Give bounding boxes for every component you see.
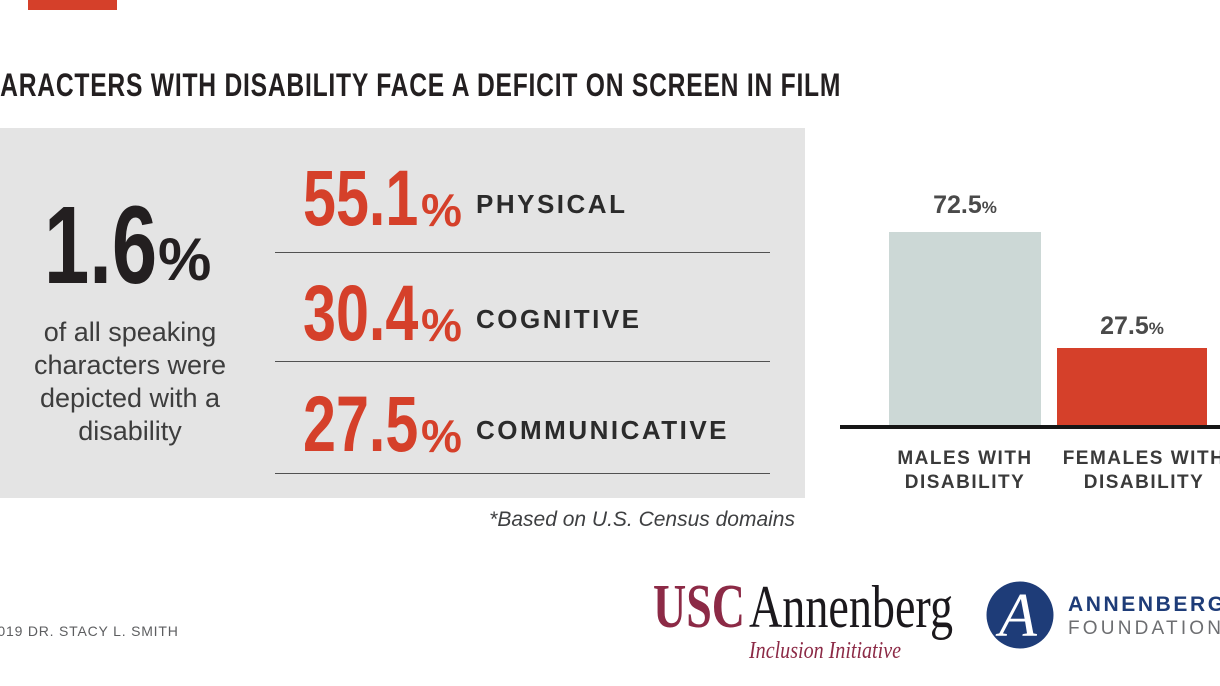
stat-value: 27.5 — [303, 379, 419, 468]
stat-row-communicative: 27.5 % COMMUNICATIVE — [0, 384, 805, 466]
stat-unit: % — [421, 299, 462, 351]
footnote: *Based on U.S. Census domains — [489, 508, 795, 531]
divider — [275, 252, 770, 253]
bar-value-unit: % — [981, 198, 997, 217]
copyright-text: © 2019 DR. STACY L. SMITH — [0, 623, 179, 639]
annenberg-wordmark: Annenberg — [749, 578, 953, 640]
stat-row-cognitive: 30.4 % COGNITIVE — [0, 273, 805, 355]
foundation-name-line1: ANNENBERG — [1068, 593, 1220, 616]
accent-bar — [28, 0, 117, 10]
bar-label-line: MALES WITH — [897, 448, 1033, 469]
page-title: CHARACTERS WITH DISABILITY FACE A DEFICI… — [0, 67, 842, 103]
headline-line: disability — [78, 416, 182, 446]
stats-panel: 1.6 % of all speaking characters were de… — [0, 128, 805, 498]
bar-value-number: 27.5 — [1100, 312, 1149, 340]
headline-line: of all speaking — [43, 317, 217, 347]
monogram-letter: A — [995, 582, 1038, 650]
stat-value: 55.1 — [303, 153, 419, 242]
bar-males-with-disability — [889, 232, 1041, 425]
bar-label-line: FEMALES WITH — [1062, 448, 1220, 469]
bar-value-males: 72.5% — [889, 193, 1041, 218]
bar-label-females: FEMALES WITH DISABILITY — [1049, 447, 1220, 495]
headline-line: depicted with a — [39, 383, 221, 413]
headline-stat-unit: % — [158, 226, 212, 293]
inclusion-initiative-label: Inclusion Initiative — [748, 638, 901, 664]
headline-stat-value: 1.6 — [44, 184, 158, 307]
bar-label-males: MALES WITH DISABILITY — [889, 447, 1041, 495]
stat-label: COGNITIVE — [476, 304, 642, 334]
stat-value: 30.4 — [303, 268, 419, 357]
stat-row-physical: 55.1 % PHYSICAL — [0, 158, 805, 240]
annenberg-foundation-monogram-icon: A — [986, 581, 1054, 650]
bar-label-line: DISABILITY — [904, 472, 1026, 493]
bar-value-females: 27.5% — [1057, 314, 1207, 339]
bar-value-number: 72.5 — [933, 191, 982, 219]
usc-annenberg-logo: USC Annenberg Inclusion Initiative — [653, 578, 953, 664]
stat-label: COMMUNICATIVE — [476, 415, 730, 445]
bar-value-unit: % — [1148, 319, 1164, 338]
monogram-circle — [986, 581, 1054, 649]
bar-females-with-disability — [1057, 348, 1207, 425]
headline-stat-description: of all speaking characters were depicted… — [0, 316, 260, 448]
stat-unit: % — [421, 410, 462, 462]
chart-baseline — [840, 425, 1220, 429]
stat-unit: % — [421, 184, 462, 236]
stat-label: PHYSICAL — [476, 189, 628, 219]
foundation-name-line2: FOUNDATION — [1068, 618, 1220, 639]
bar-label-line: DISABILITY — [1083, 472, 1205, 493]
divider — [275, 361, 770, 362]
usc-wordmark: USC — [653, 578, 745, 641]
divider — [275, 473, 770, 474]
headline-line: characters were — [33, 350, 227, 380]
